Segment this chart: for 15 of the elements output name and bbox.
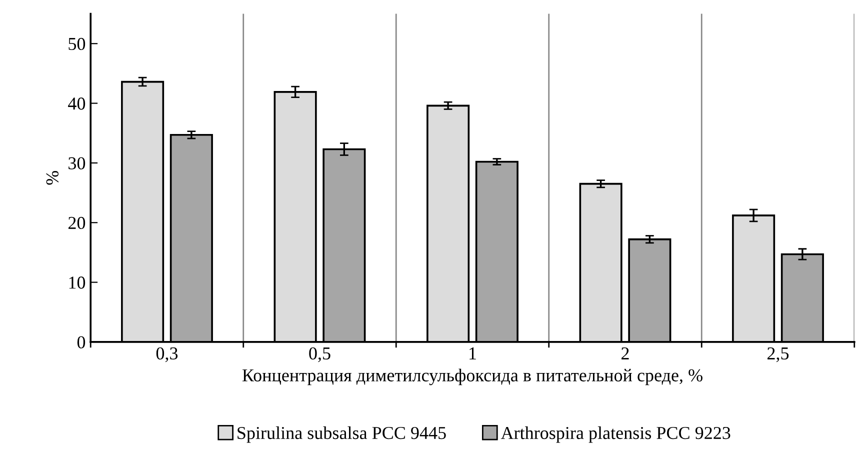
x-tick-label: 0,3	[156, 347, 178, 362]
x-tick-label: 0,5	[309, 347, 330, 362]
y-tick-label: 40	[68, 98, 86, 110]
x-tick-label: 1	[470, 347, 476, 360]
y-tick-label: 50	[68, 38, 86, 50]
y-tick-label: 10	[69, 276, 86, 289]
y-tick-label: 20	[68, 216, 86, 230]
legend-label: Arthrospira platensis PCC 9223	[500, 426, 730, 443]
x-tick-label: 2,5	[768, 347, 789, 362]
y-tick-label: 30	[68, 157, 86, 170]
x-tick-label: 2	[622, 347, 629, 360]
legend-label: Spirulina subsalsa PCC 9445	[238, 426, 446, 443]
y-tick-label: 0	[77, 336, 86, 348]
x-axis-title: Концентрация диметилсульфоксида в питательной среде, %	[242, 368, 702, 386]
y-axis-title: %	[46, 170, 59, 185]
